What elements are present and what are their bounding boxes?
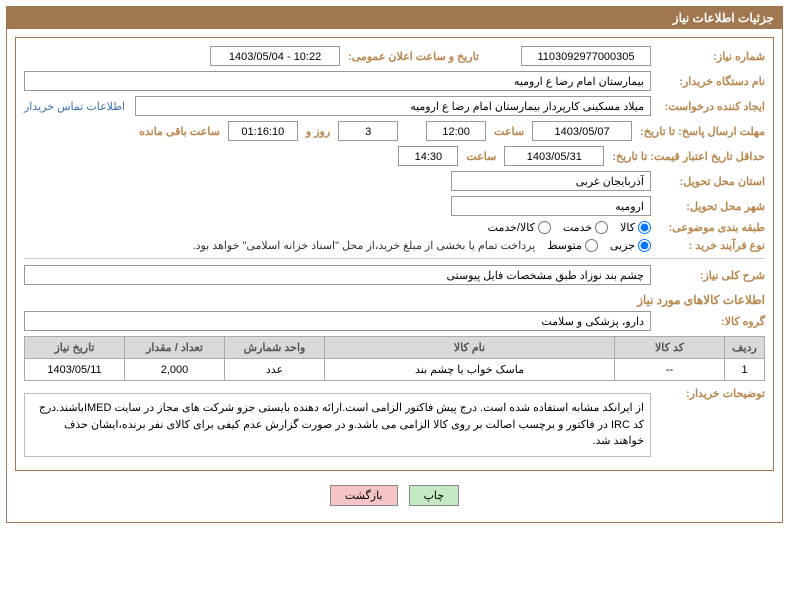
field-response-date: 1403/05/07 <box>532 121 632 141</box>
radio-both-input[interactable] <box>538 221 551 234</box>
divider <box>24 258 765 259</box>
td-unit: عدد <box>225 359 325 381</box>
label-goods-group: گروه کالا: <box>655 315 765 328</box>
goods-table: ردیف کد کالا نام کالا واحد شمارش تعداد /… <box>24 336 765 381</box>
label-category: طبقه بندی موضوعی: <box>655 221 765 234</box>
radio-both[interactable]: کالا/خدمت <box>488 221 551 234</box>
field-requester: میلاد مسکینی کارپرداز بیمارستان امام رضا… <box>135 96 651 116</box>
field-city: ارومیه <box>451 196 651 216</box>
td-name: ماسک خواب یا چشم بند <box>325 359 615 381</box>
label-city: شهر محل تحویل: <box>655 200 765 213</box>
process-radio-group: جزیی متوسط <box>547 239 651 252</box>
radio-partial[interactable]: جزیی <box>610 239 651 252</box>
radio-medium-input[interactable] <box>585 239 598 252</box>
radio-goods-input[interactable] <box>638 221 651 234</box>
td-row: 1 <box>725 359 765 381</box>
radio-service-input[interactable] <box>595 221 608 234</box>
radio-medium-label: متوسط <box>547 239 582 252</box>
field-announce-datetime: 1403/05/04 - 10:22 <box>210 46 340 66</box>
label-buyer-org: نام دستگاه خریدار: <box>655 75 765 88</box>
radio-service-label: خدمت <box>563 221 592 234</box>
button-row: چاپ بازگشت <box>15 477 774 514</box>
table-header-row: ردیف کد کالا نام کالا واحد شمارش تعداد /… <box>25 337 765 359</box>
label-price-validity: حداقل تاریخ اعتبار قیمت: تا تاریخ: <box>608 150 765 163</box>
field-goods-group: دارو، پزشکی و سلامت <box>24 311 651 331</box>
field-need-number: 1103092977000305 <box>521 46 651 66</box>
label-announce-datetime: تاریخ و ساعت اعلان عمومی: <box>344 50 483 63</box>
label-province: استان محل تحویل: <box>655 175 765 188</box>
label-need-number: شماره نیاز: <box>655 50 765 63</box>
section-goods-info: اطلاعات کالاهای مورد نیاز <box>24 293 765 307</box>
td-code: -- <box>615 359 725 381</box>
field-validity-date: 1403/05/31 <box>504 146 604 166</box>
th-date: تاریخ نیاز <box>25 337 125 359</box>
field-province: آذربایجان غربی <box>451 171 651 191</box>
back-button[interactable]: بازگشت <box>330 485 398 506</box>
label-hour2: ساعت <box>462 150 500 163</box>
th-qty: تعداد / مقدار <box>125 337 225 359</box>
label-hour1: ساعت <box>490 125 528 138</box>
radio-service[interactable]: خدمت <box>563 221 608 234</box>
field-buyer-org: بیمارستان امام رضا ع ارومیه <box>24 71 651 91</box>
label-response-deadline: مهلت ارسال پاسخ: تا تاریخ: <box>636 125 765 138</box>
th-name: نام کالا <box>325 337 615 359</box>
th-code: کد کالا <box>615 337 725 359</box>
radio-medium[interactable]: متوسط <box>547 239 598 252</box>
th-unit: واحد شمارش <box>225 337 325 359</box>
radio-partial-input[interactable] <box>638 239 651 252</box>
label-time-left: ساعت باقی مانده <box>135 125 224 138</box>
field-days-left: 3 <box>338 121 398 141</box>
field-response-time: 12:00 <box>426 121 486 141</box>
panel-title: جزئیات اطلاعات نیاز <box>7 7 782 29</box>
link-buyer-contact[interactable]: اطلاعات تماس خریدار <box>24 100 131 113</box>
details-box: شماره نیاز: 1103092977000305 تاریخ و ساع… <box>15 37 774 471</box>
table-row: 1 -- ماسک خواب یا چشم بند عدد 2,000 1403… <box>25 359 765 381</box>
radio-partial-label: جزیی <box>610 239 635 252</box>
field-time-left: 01:16:10 <box>228 121 298 141</box>
field-need-summary: چشم بند نوزاد طبق مشخصات فایل پیوستی <box>24 265 651 285</box>
category-radio-group: کالا خدمت کالا/خدمت <box>488 221 651 234</box>
label-process: نوع فرآیند خرید : <box>655 239 765 252</box>
label-days-and: روز و <box>302 125 334 138</box>
label-need-summary: شرح کلی نیاز: <box>655 269 765 282</box>
td-qty: 2,000 <box>125 359 225 381</box>
th-row: ردیف <box>725 337 765 359</box>
label-requester: ایجاد کننده درخواست: <box>655 100 765 113</box>
td-date: 1403/05/11 <box>25 359 125 381</box>
print-button[interactable]: چاپ <box>409 485 460 506</box>
payment-note: پرداخت تمام یا بخشی از مبلغ خرید،از محل … <box>193 239 544 252</box>
radio-both-label: کالا/خدمت <box>488 221 535 234</box>
field-validity-time: 14:30 <box>398 146 458 166</box>
label-buyer-notes: توضیحات خریدار: <box>655 387 765 400</box>
radio-goods[interactable]: کالا <box>620 221 651 234</box>
field-buyer-notes: از ایرانکد مشابه استفاده شده است. درج پی… <box>24 393 651 457</box>
radio-goods-label: کالا <box>620 221 635 234</box>
main-panel: جزئیات اطلاعات نیاز شماره نیاز: 11030929… <box>6 6 783 523</box>
